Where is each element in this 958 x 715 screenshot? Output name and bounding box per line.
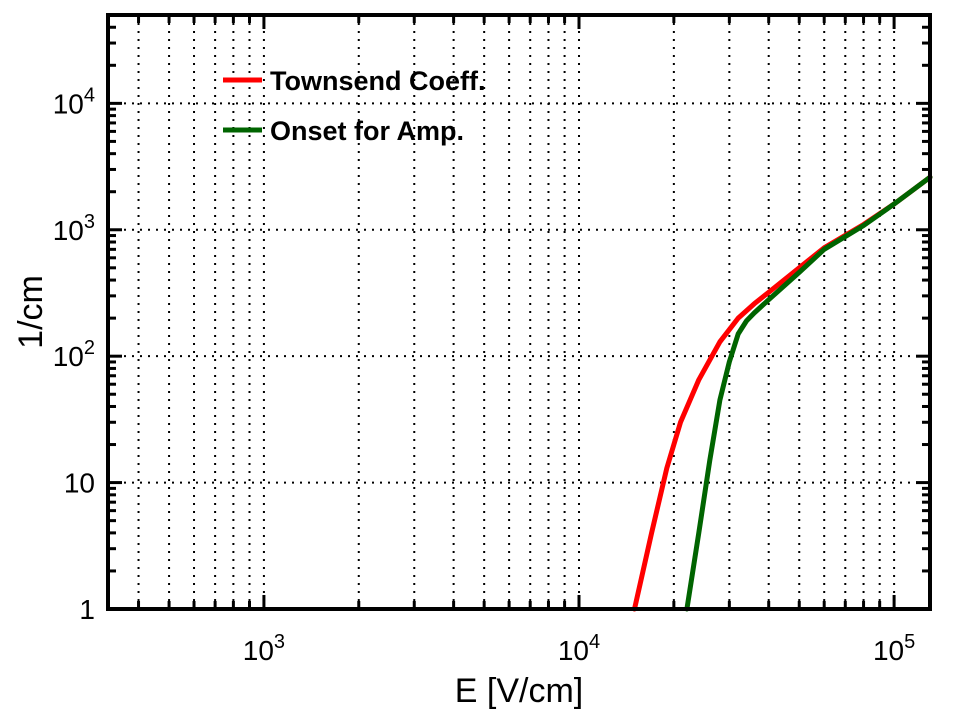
series-line-townsend: [632, 174, 933, 612]
legend-label-onset: Onset for Amp.: [270, 116, 464, 146]
legend: Townsend Coeff. Onset for Amp.: [223, 66, 486, 146]
x-tick-label: 103: [243, 631, 285, 666]
y-tick-labels: 1 10 102 103 104: [53, 84, 95, 625]
legend-label-townsend: Townsend Coeff.: [270, 66, 486, 96]
series-line-onset: [684, 174, 933, 612]
x-axis-label: E [V/cm]: [455, 672, 583, 710]
y-tick-label: 1: [79, 594, 95, 625]
series-lines: [632, 174, 933, 612]
y-tick-label: 104: [53, 84, 95, 119]
minor-ticks: [108, 13, 930, 611]
y-tick-label: 103: [53, 211, 95, 246]
x-tick-label: 105: [873, 631, 915, 666]
grid: [108, 15, 930, 610]
x-tick-label: 104: [558, 631, 600, 666]
y-tick-label: 102: [53, 337, 95, 372]
plot-frame: [106, 13, 932, 611]
y-axis-label: 1/cm: [12, 275, 50, 349]
x-tick-labels: 103 104 105: [243, 631, 915, 666]
y-tick-label: 10: [64, 468, 95, 499]
